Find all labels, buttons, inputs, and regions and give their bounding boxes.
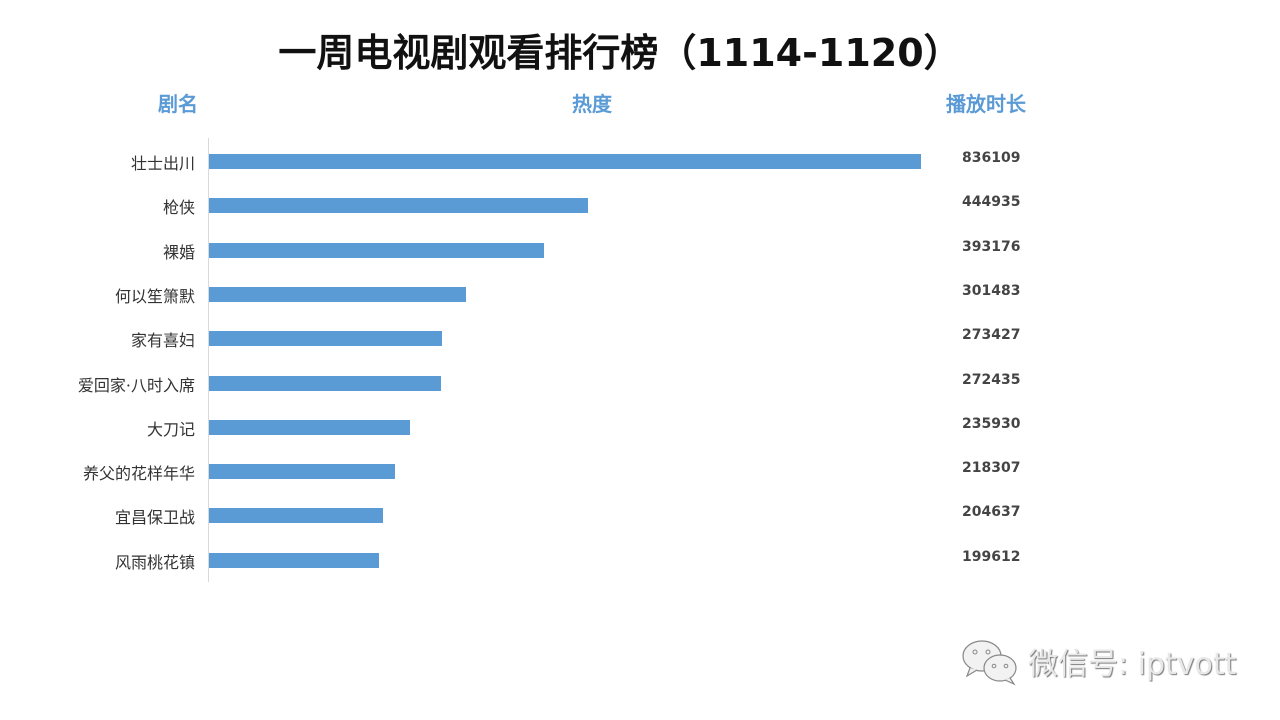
row-label: 家有喜妇: [130, 331, 195, 351]
bar: [209, 552, 379, 568]
header-duration: 播放时长: [946, 92, 1026, 116]
bar: [209, 286, 466, 302]
row-label: 风雨桃花镇: [114, 552, 195, 572]
bar-row: 风雨桃花镇 199612: [0, 538, 1280, 582]
bar-row: 家有喜妇 273427: [0, 316, 1280, 360]
row-value: 272435: [962, 371, 1021, 388]
bar: [209, 508, 384, 524]
bar: [209, 419, 410, 435]
row-value: 301483: [962, 282, 1021, 299]
header-heat: 热度: [572, 92, 612, 116]
bar-row: 何以笙箫默 301483: [0, 272, 1280, 316]
bar: [209, 375, 441, 391]
bar: [209, 198, 588, 214]
row-value: 393176: [962, 238, 1021, 255]
row-label: 枪侠: [162, 198, 195, 218]
y-axis-line: [208, 138, 209, 582]
bar: [209, 154, 921, 169]
bar-row: 爱回家·八时入席 272435: [0, 361, 1280, 405]
row-label: 裸婚: [162, 242, 195, 262]
header-name: 剧名: [158, 92, 198, 116]
bar: [209, 242, 544, 258]
row-label: 壮士出川: [130, 154, 195, 173]
row-label: 大刀记: [146, 419, 195, 439]
bar-row: 枪侠 444935: [0, 183, 1280, 227]
row-value: 218307: [962, 460, 1021, 477]
row-value: 836109: [962, 150, 1021, 166]
chart-title: 一周电视剧观看排行榜（1114-1120）: [278, 31, 962, 75]
watermark: 微信号: iptvott: [960, 636, 1236, 686]
bar-row: 养父的花样年华 218307: [0, 449, 1280, 493]
bar: [209, 331, 442, 347]
wechat-icon: [960, 636, 1022, 686]
bar: [209, 464, 395, 480]
bar-row: 大刀记 235930: [0, 405, 1280, 449]
row-label: 何以笙箫默: [114, 286, 195, 306]
row-value: 204637: [962, 504, 1021, 521]
bar-row: 裸婚 393176: [0, 228, 1280, 272]
bar-row: 宜昌保卫战 204637: [0, 493, 1280, 537]
watermark-text: 微信号: iptvott: [1028, 647, 1237, 682]
row-value: 273427: [962, 327, 1021, 344]
row-label: 爱回家·八时入席: [77, 375, 195, 395]
row-value: 235930: [962, 415, 1021, 432]
row-label: 宜昌保卫战: [114, 508, 195, 528]
row-value: 444935: [962, 194, 1021, 211]
bar-row: 壮士出川 836109: [0, 139, 1280, 183]
row-label: 养父的花样年华: [82, 464, 195, 484]
row-value: 199612: [962, 548, 1021, 565]
